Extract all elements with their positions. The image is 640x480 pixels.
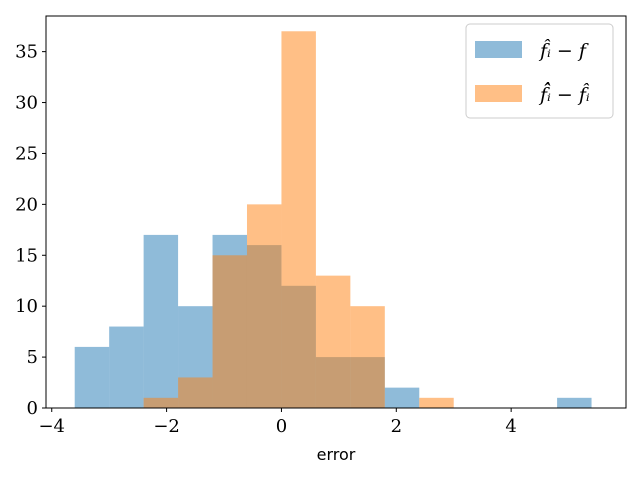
x-tick-label: 0 [276,416,287,437]
bar-series-1-bin-1 [74,346,110,408]
y-tick-label: 10 [15,296,38,317]
bar-series-2-bin-3 [212,255,247,408]
bar-series-2-bin-5 [281,31,316,408]
y-tick-label: 30 [15,93,38,114]
y-tick-label: 0 [27,398,38,419]
y-tick-label: 25 [15,143,38,164]
bar-series-2-bin-1 [143,397,179,408]
bar-series-1-bin-10 [384,387,420,408]
legend-label-1: f̂ᵢ − f [538,39,589,62]
x-tick-label: 2 [391,416,402,437]
x-tick-label: −2 [153,416,180,437]
bar-series-1-bin-15 [557,397,592,408]
bar-series-2-bin-7 [350,306,385,408]
bar-series-2-bin-2 [178,377,213,408]
y-tick-label: 20 [15,194,38,215]
axes-frame [45,15,627,409]
legend-label-2: f̂̂ᵢ − f̂ᵢ [538,81,590,106]
x-axis-label: error [317,445,356,464]
bar-series-2-bin-6 [315,275,351,408]
legend: f̂ᵢ − f f̂̂ᵢ − f̂ᵢ [465,23,614,119]
bar-series-1-bin-3 [143,234,179,408]
bar-series-2-bin-9 [419,397,454,408]
y-tick-label: 15 [15,245,38,266]
x-tick-label: −4 [38,416,65,437]
x-tick-label: 4 [505,416,516,437]
bars-layer [74,31,592,408]
y-tick-label: 35 [15,42,38,63]
ticks-layer: −4 −2 0 2 4 0 5 10 15 20 25 30 35 [15,42,517,437]
y-tick-label: 5 [27,347,38,368]
bar-series-2-bin-4 [246,204,282,408]
bar-series-1-bin-2 [109,326,144,408]
legend-swatch-2 [475,85,522,102]
legend-swatch-1 [475,41,522,58]
